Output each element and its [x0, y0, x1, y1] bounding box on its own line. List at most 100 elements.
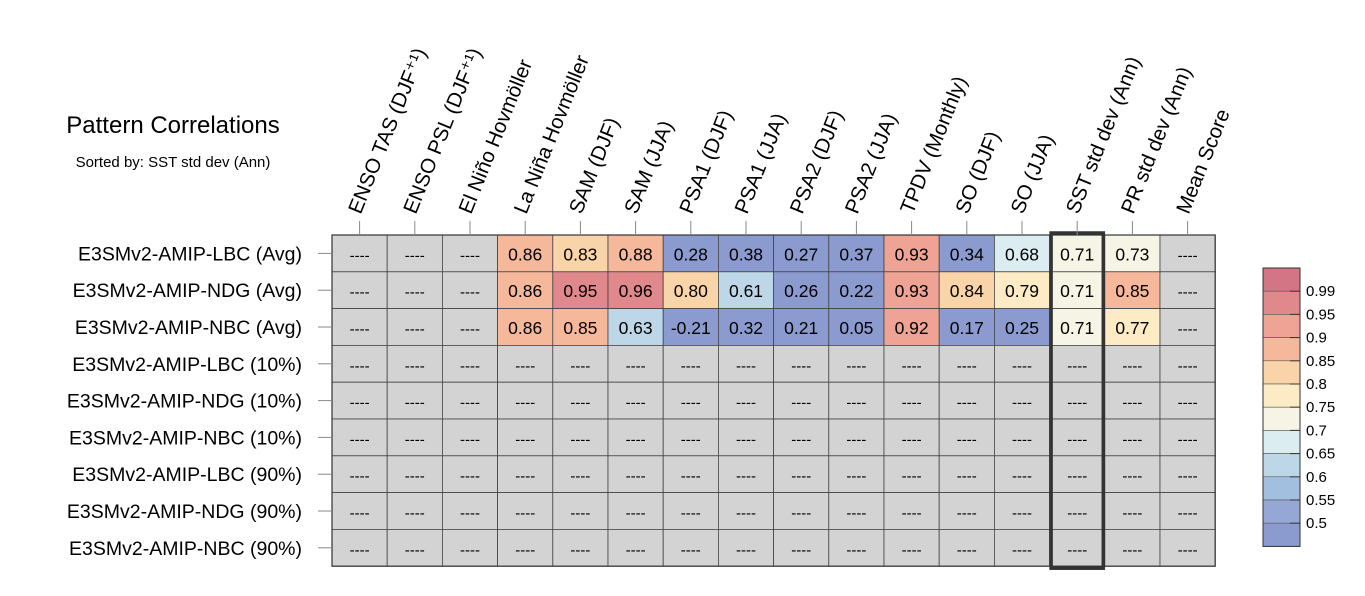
row-label: E3SMv2-AMIP-NBC (Avg) [75, 317, 302, 339]
heatmap-cell [718, 492, 775, 530]
colorbar-swatch [1262, 267, 1301, 292]
colorbar-swatch [1262, 522, 1301, 547]
heatmap-cell [441, 529, 498, 567]
heatmap-cell [883, 381, 940, 420]
heatmap-cell [718, 529, 775, 567]
cell-value-label: ---- [681, 505, 701, 522]
cell-value-label: ---- [1178, 247, 1198, 264]
heatmap-cell [994, 455, 1051, 493]
cell-value-label: 0.93 [895, 244, 929, 264]
heatmap-cell [497, 381, 554, 420]
heatmap-cell [662, 271, 719, 309]
cell-value-label: 0.25 [1005, 318, 1039, 338]
heatmap-cell [441, 381, 498, 420]
heatmap-cell [718, 455, 775, 493]
heatmap-cell [773, 529, 830, 567]
colorbar-swatch [1262, 406, 1301, 431]
heatmap-cell [773, 492, 830, 530]
column-label: PSA2 (JJA) [841, 110, 902, 217]
heatmap-cell [773, 455, 830, 493]
cell-value-label: 0.32 [729, 318, 763, 338]
cell-value-label: ---- [460, 468, 480, 485]
colorbar-tick-label: 0.8 [1306, 376, 1327, 393]
heatmap-cell [662, 418, 719, 457]
cell-value-label: ---- [791, 505, 811, 522]
heatmap-cell [773, 381, 830, 420]
cell-value-label: ---- [681, 468, 701, 485]
cell-value-label: ---- [405, 321, 425, 338]
heatmap-cell [1104, 308, 1161, 346]
cell-value-label: ---- [902, 431, 922, 448]
cell-value-label: ---- [460, 505, 480, 522]
heatmap-cell [497, 455, 554, 493]
heatmap-cell [386, 271, 443, 309]
colorbar-swatch [1262, 430, 1301, 454]
heatmap-cell [441, 344, 498, 383]
cell-value-label: ---- [1012, 431, 1032, 448]
cell-value-label: 0.93 [895, 281, 929, 301]
column-label: SAM (JJA) [620, 117, 678, 216]
heatmap-cell [662, 308, 719, 346]
cell-value-label: ---- [1178, 321, 1198, 338]
cell-value-label: 0.84 [950, 281, 984, 301]
cell-value-label: ---- [405, 468, 425, 485]
heatmap-cell [607, 344, 664, 383]
heatmap-cell [1049, 418, 1106, 457]
cell-value-label: ---- [1067, 431, 1087, 448]
heatmap-cell [552, 381, 609, 420]
row-label: E3SMv2-AMIP-LBC (Avg) [78, 243, 302, 265]
cell-value-label: ---- [1067, 542, 1087, 559]
cell-value-label: ---- [1012, 358, 1032, 375]
cell-value-label: ---- [736, 505, 756, 522]
heatmap-cell [938, 381, 995, 420]
heatmap-cell [386, 418, 443, 457]
cell-value-label: 0.83 [563, 244, 597, 264]
cell-value-label: ---- [846, 431, 866, 448]
cell-value-label: ---- [902, 468, 922, 485]
cell-value-label: ---- [846, 395, 866, 412]
row-label: E3SMv2-AMIP-LBC (10%) [72, 354, 302, 376]
cell-value-label: ---- [405, 542, 425, 559]
cell-value-label: ---- [350, 358, 370, 375]
cell-value-label: 0.05 [839, 318, 873, 338]
cell-value-label: ---- [515, 358, 535, 375]
cell-value-label: 0.63 [619, 318, 653, 338]
cell-value-label: ---- [405, 358, 425, 375]
cell-value-label: ---- [902, 395, 922, 412]
cell-value-label: ---- [1012, 505, 1032, 522]
colorbar-tick-label: 0.99 [1306, 283, 1335, 300]
cell-value-label: ---- [736, 431, 756, 448]
heatmap-cell [938, 418, 995, 457]
cell-value-label: ---- [1178, 468, 1198, 485]
cell-value-label: 0.71 [1060, 318, 1094, 338]
colorbar-tick-label: 0.9 [1306, 330, 1327, 347]
colorbar-tick-label: 0.65 [1306, 446, 1335, 463]
cell-value-label: 0.38 [729, 244, 763, 264]
row-label: E3SMv2-AMIP-NBC (90%) [69, 538, 302, 560]
heatmap-cell [441, 271, 498, 309]
cell-value-label: ---- [1178, 505, 1198, 522]
cell-value-label: ---- [405, 284, 425, 301]
row-label: E3SMv2-AMIP-NBC (10%) [69, 427, 302, 449]
colorbar-tick-label: 0.7 [1306, 422, 1327, 439]
heatmap-cell [994, 344, 1051, 383]
cell-value-label: 0.88 [619, 244, 653, 264]
colorbar-tick-label: 0.75 [1306, 399, 1335, 416]
cell-value-label: 0.17 [950, 318, 984, 338]
cell-value-label: ---- [460, 284, 480, 301]
cell-value-label: ---- [902, 505, 922, 522]
heatmap-cell [331, 234, 388, 273]
cell-value-label: ---- [515, 505, 535, 522]
cell-value-label: ---- [1178, 431, 1198, 448]
cell-value-label: ---- [1067, 505, 1087, 522]
cell-value-label: ---- [791, 431, 811, 448]
cell-value-label: ---- [626, 395, 646, 412]
heatmap-cell [718, 344, 775, 383]
cell-value-label: ---- [791, 542, 811, 559]
heatmap-cell [331, 308, 388, 346]
cell-value-label: ---- [902, 542, 922, 559]
colorbar-tick-label: 0.5 [1306, 515, 1327, 532]
heatmap-cell [718, 381, 775, 420]
cell-value-label: 0.21 [784, 318, 818, 338]
